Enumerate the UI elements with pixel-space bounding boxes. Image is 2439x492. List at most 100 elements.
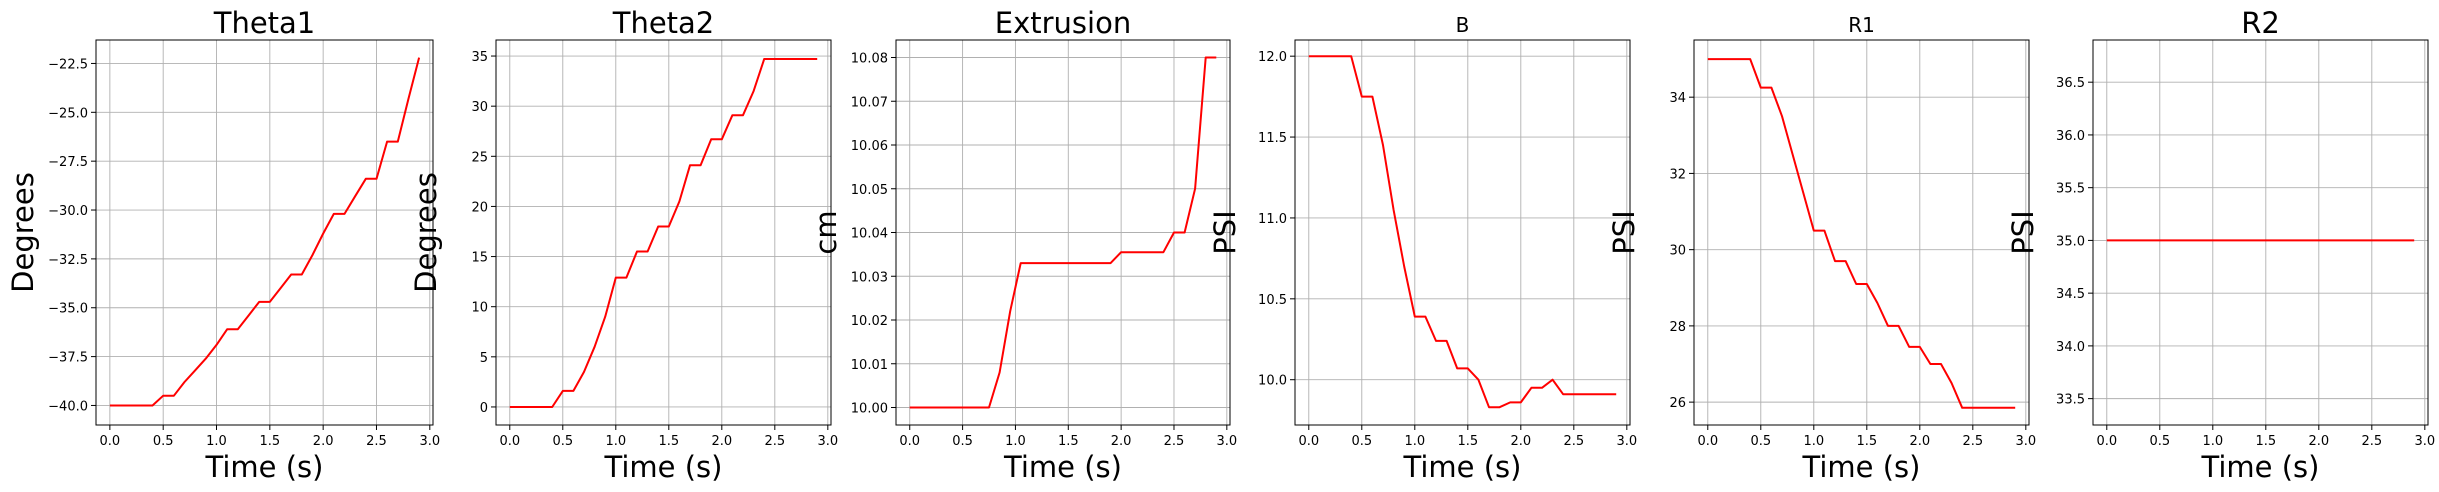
theta1-ytick-label: −35.0 (48, 302, 88, 317)
theta2-xlabel: Time (s) (604, 450, 723, 484)
r1-ytick-label: 34 (1669, 91, 1686, 106)
theta1-ytick-label: −27.5 (48, 155, 88, 170)
b-ytick-label: 11.0 (1258, 212, 1287, 227)
theta2-ytick-label: 30 (471, 100, 488, 115)
b-xtick-label: 0.0 (1298, 434, 1319, 449)
extrusion-xtick-label: 2.5 (1164, 434, 1185, 449)
r2-xtick-label: 2.5 (2361, 434, 2382, 449)
r1-axes-frame (1693, 39, 2030, 426)
r1-ylabel: PSI (1607, 210, 1641, 254)
extrusion-xtick-label: 0.0 (899, 434, 920, 449)
extrusion-ytick-label: 10.00 (851, 402, 888, 417)
b-xtick-label: 1.0 (1404, 434, 1425, 449)
extrusion-xtick-label: 1.5 (1058, 434, 1079, 449)
extrusion-xlabel: Time (s) (1003, 450, 1122, 484)
chart-theta1: 0.0 0.5 1.0 1.5 2.0 2.5 3.0 −40.0 −37.5 −35.0 −32.… (6, 6, 440, 484)
chart-b: 0.0 0.5 1.0 1.5 2.0 2.5 3.0 10.0 10.5 11.0 11.5 12.… (1208, 13, 1637, 484)
theta2-ytick-label: 5 (480, 351, 488, 366)
extrusion-ytick-label: 10.04 (851, 227, 888, 242)
extrusion-xtick-label: 3.0 (1216, 434, 1237, 449)
r2-ytick-label: 34.0 (2056, 340, 2085, 355)
r1-xtick-label: 2.0 (1909, 434, 1930, 449)
r2-xlabel: Time (s) (2201, 450, 2320, 484)
theta1-xtick-label: 1.0 (206, 434, 227, 449)
r1-ytick-label: 32 (1669, 167, 1686, 182)
extrusion-ytick-label: 10.05 (851, 183, 888, 198)
extrusion-ytick-label: 10.03 (851, 270, 888, 285)
theta2-xtick-label: 0.0 (499, 434, 520, 449)
r2-ylabel: PSI (2006, 210, 2040, 254)
r2-xtick-label: 2.0 (2308, 434, 2329, 449)
r1-ytick-label: 30 (1669, 244, 1686, 259)
extrusion-title: Extrusion (995, 6, 1131, 40)
r2-title: R2 (2241, 6, 2280, 40)
theta1-ylabel: Degrees (6, 172, 40, 293)
extrusion-ylabel: cm (809, 210, 843, 254)
extrusion-ytick-label: 10.07 (851, 95, 888, 110)
r2-ytick-label: 35.5 (2056, 182, 2085, 197)
theta2-series-line (509, 58, 818, 408)
r1-xtick-label: 1.5 (1856, 434, 1877, 449)
extrusion-ytick-label: 10.06 (851, 139, 888, 154)
r1-xtick-label: 2.5 (1962, 434, 1983, 449)
r2-ytick-label: 34.5 (2056, 287, 2085, 302)
r2-xtick-label: 0.0 (2096, 434, 2117, 449)
r2-xtick-label: 1.0 (2202, 434, 2223, 449)
theta1-ytick-label: −32.5 (48, 253, 88, 268)
theta1-ytick-label: −30.0 (48, 204, 88, 219)
r2-ytick-label: 36.5 (2056, 76, 2085, 91)
extrusion-ytick-label: 10.01 (851, 358, 888, 373)
r1-series-line (1707, 58, 2016, 409)
theta1-ytick-label: −40.0 (48, 399, 88, 414)
b-xtick-label: 2.0 (1510, 434, 1531, 449)
r2-ytick-label: 33.5 (2056, 393, 2085, 408)
theta1-xtick-label: 0.5 (153, 434, 174, 449)
theta2-xtick-label: 0.5 (552, 434, 573, 449)
theta1-title: Theta1 (213, 6, 316, 40)
b-xtick-label: 0.5 (1351, 434, 1372, 449)
b-series-line (1308, 55, 1617, 409)
r1-xtick-label: 0.0 (1697, 434, 1718, 449)
extrusion-ytick-label: 10.08 (851, 52, 888, 67)
chart-r1: 0.0 0.5 1.0 1.5 2.0 2.5 3.0 26 28 30 32 34 R1 Time (s… (1607, 13, 2036, 484)
b-xtick-label: 1.5 (1457, 434, 1478, 449)
r2-ytick-label: 35.0 (2056, 234, 2085, 249)
b-ylabel: PSI (1208, 210, 1242, 254)
r1-xlabel: Time (s) (1802, 450, 1921, 484)
b-ytick-label: 12.0 (1258, 50, 1287, 65)
theta1-ytick-label: −25.0 (48, 106, 88, 121)
r1-xtick-label: 3.0 (2015, 434, 2036, 449)
extrusion-ytick-label: 10.02 (851, 314, 888, 329)
r1-xtick-label: 1.0 (1803, 434, 1824, 449)
r1-ytick-label: 28 (1669, 320, 1686, 335)
r2-xtick-label: 0.5 (2149, 434, 2170, 449)
b-ytick-label: 10.5 (1258, 293, 1287, 308)
chart-extrusion: 0.0 0.5 1.0 1.5 2.0 2.5 3.0 10.00 10.01 10.02 10.0… (809, 6, 1237, 484)
r1-title: R1 (1848, 13, 1875, 37)
r1-ytick-label: 26 (1669, 396, 1686, 411)
theta2-xtick-label: 2.0 (711, 434, 732, 449)
theta1-xtick-label: 3.0 (419, 434, 440, 449)
theta1-ytick-label: −22.5 (48, 57, 88, 72)
theta2-ytick-label: 15 (471, 251, 488, 266)
b-ytick-label: 10.0 (1258, 374, 1287, 389)
extrusion-xtick-label: 2.0 (1111, 434, 1132, 449)
b-axes-frame (1294, 39, 1631, 426)
b-title: B (1456, 13, 1470, 37)
theta2-xtick-label: 1.5 (658, 434, 679, 449)
theta1-xtick-label: 2.0 (313, 434, 334, 449)
theta2-ytick-label: 20 (471, 200, 488, 215)
theta2-xtick-label: 2.5 (764, 434, 785, 449)
theta2-ytick-label: 10 (471, 301, 488, 316)
theta1-ytick-label: −37.5 (48, 351, 88, 366)
theta2-xtick-label: 3.0 (817, 434, 838, 449)
theta2-title: Theta2 (612, 6, 715, 40)
r2-axes-frame (2092, 39, 2429, 426)
theta2-xtick-label: 1.0 (605, 434, 626, 449)
extrusion-xtick-label: 1.0 (1005, 434, 1026, 449)
b-ytick-label: 11.5 (1258, 131, 1287, 146)
theta1-axes-frame (95, 39, 434, 426)
r2-xtick-label: 3.0 (2414, 434, 2435, 449)
theta1-xtick-label: 0.0 (100, 434, 121, 449)
